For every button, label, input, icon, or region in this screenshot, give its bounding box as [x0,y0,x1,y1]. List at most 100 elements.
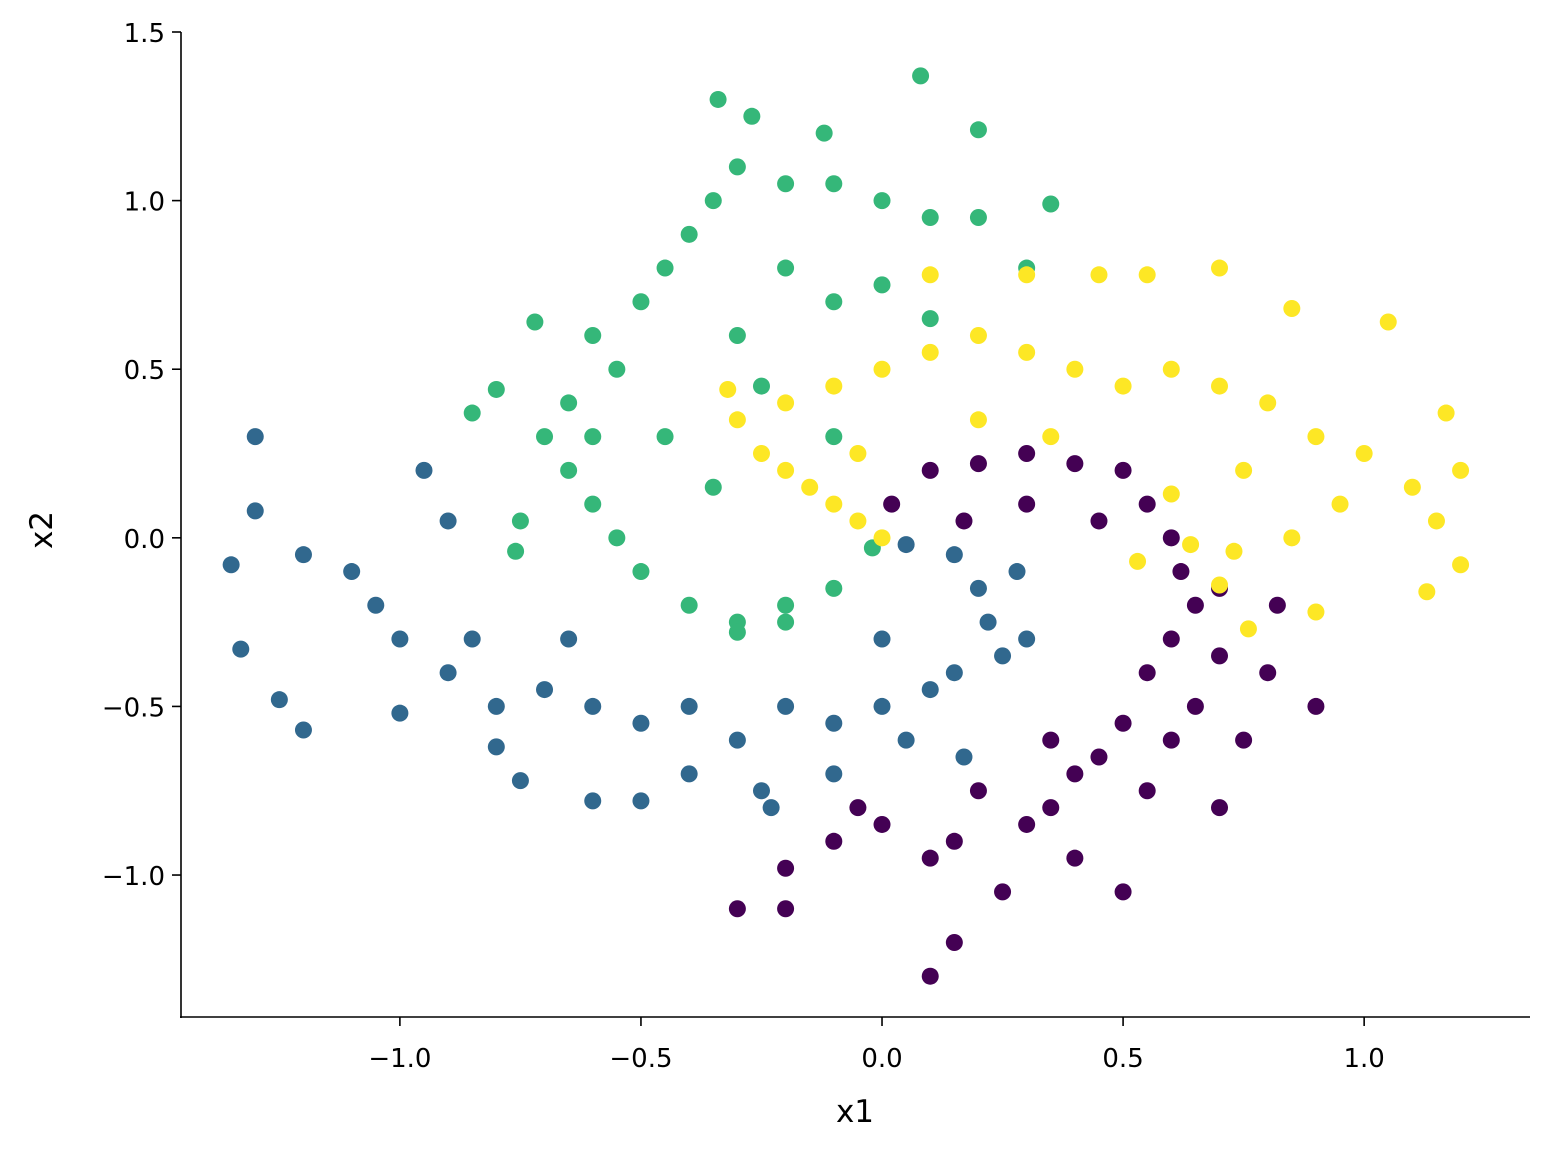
x-tick-label: −1.0 [368,1044,431,1074]
point [762,799,780,817]
point [680,596,698,614]
point [752,377,770,395]
point [709,90,727,108]
point [1018,630,1036,648]
point [921,967,939,985]
point [969,208,987,226]
point [1114,377,1132,395]
point [955,748,973,766]
point [945,933,963,951]
point [1066,765,1084,783]
point [632,792,650,810]
point [391,704,409,722]
point [825,428,843,446]
point [994,883,1012,901]
point [1114,883,1132,901]
point [584,326,602,344]
point [680,697,698,715]
point [246,502,264,520]
point [1042,195,1060,213]
point [704,192,722,210]
point [1427,512,1445,530]
point [511,772,529,790]
point [1162,630,1180,648]
point [1042,428,1060,446]
point [752,445,770,463]
point [536,681,554,699]
point [1403,478,1421,496]
point [777,697,795,715]
point [487,380,505,398]
point [945,546,963,564]
y-tick-label: 0.0 [124,525,165,555]
point [728,326,746,344]
y-tick-label: −0.5 [102,693,165,723]
point [912,67,930,85]
point [1307,428,1325,446]
point [1162,485,1180,503]
point [825,175,843,193]
point [487,738,505,756]
x-axis-label: x1 [836,1094,874,1130]
point [294,546,312,564]
point [777,461,795,479]
point [1114,714,1132,732]
point [743,107,761,125]
point [507,542,525,560]
point [367,596,385,614]
point [752,782,770,800]
point [1090,266,1108,284]
y-tick-label: 0.5 [124,356,165,386]
point [921,208,939,226]
point [897,536,915,554]
point [969,411,987,429]
point [1211,799,1229,817]
point [1066,849,1084,867]
point [1259,394,1277,412]
point [1225,542,1243,560]
point [391,630,409,648]
point [1235,731,1253,749]
x-tick-label: 0.0 [861,1044,902,1074]
point [825,495,843,513]
point [1331,495,1349,513]
x-tick-label: 1.0 [1343,1044,1384,1074]
point [1235,461,1253,479]
point [777,259,795,277]
point [777,613,795,631]
point [560,394,578,412]
point [560,461,578,479]
point [825,293,843,311]
point [1018,343,1036,361]
point [994,647,1012,665]
point [728,411,746,429]
x-tick-label: 0.5 [1102,1044,1143,1074]
point [728,158,746,176]
point [969,326,987,344]
point [1162,360,1180,378]
y-tick-label: 1.0 [124,188,165,218]
point [873,630,891,648]
point [415,461,433,479]
point [1379,313,1397,331]
y-axis-label: x2 [24,511,60,549]
point [873,815,891,833]
point [945,832,963,850]
point [825,832,843,850]
point [969,579,987,597]
point [584,495,602,513]
point [849,799,867,817]
point [1283,300,1301,318]
point [1018,495,1036,513]
point [1452,556,1470,574]
point [1042,799,1060,817]
point [825,377,843,395]
point [632,563,650,581]
point [825,579,843,597]
point [608,360,626,378]
point [777,900,795,918]
point [584,428,602,446]
point [1186,697,1204,715]
point [1138,266,1156,284]
point [719,380,737,398]
